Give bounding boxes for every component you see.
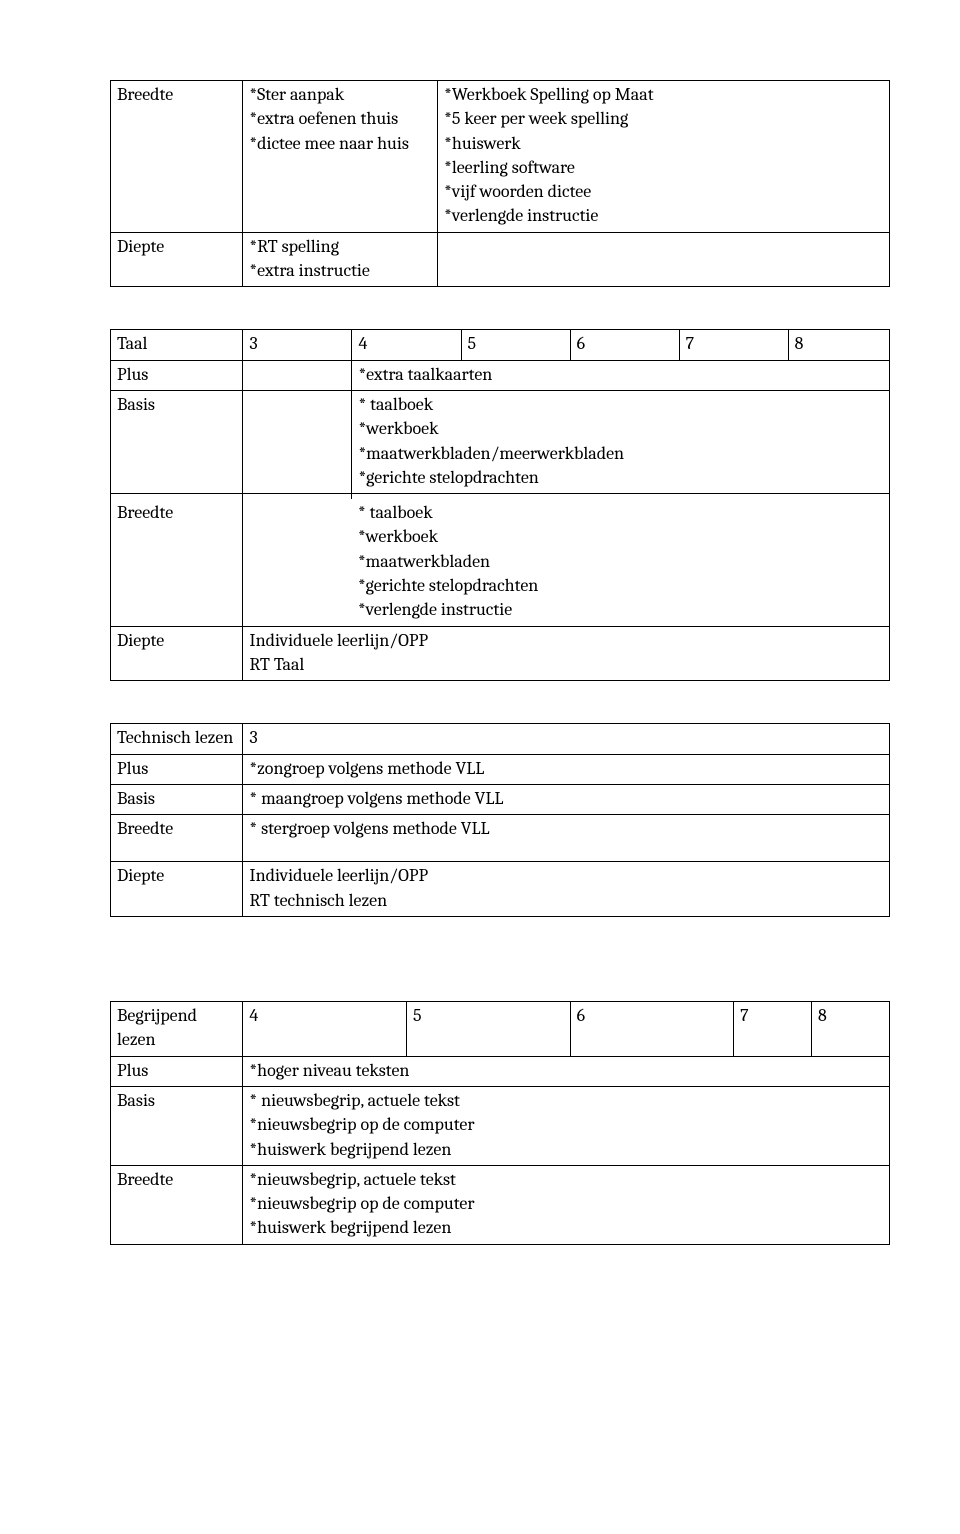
cell-header: 7 [679,330,788,360]
cell-content: Individuele leerlijn/OPPRT technisch lez… [243,862,890,917]
spacer [110,959,890,1001]
table-row: Basis * taalboek*werkboek*maatwerkbladen… [111,390,890,493]
cell-content: Individuele leerlijn/OPPRT Taal [243,626,890,681]
table-technisch-lezen: Technisch lezen 3 Plus *zongroep volgens… [110,723,890,917]
cell-label: Plus [111,1056,243,1086]
cell-content: *Werkboek Spelling op Maat*5 keer per we… [438,81,890,233]
cell-label: Diepte [111,232,243,287]
table-row: Basis * nieuwsbegrip, actuele tekst*nieu… [111,1086,890,1165]
cell-header: 6 [570,1002,734,1057]
cell-label: Breedte [111,81,243,233]
cell-label: Taal [111,330,243,360]
cell-content: 3 [243,724,890,754]
cell-header: 8 [812,1002,890,1057]
cell-content: * taalboek*werkboek*maatwerkbladen*geric… [352,499,890,626]
cell-content: * stergroep volgens methode VLL [243,815,890,862]
table-spelling: Breedte *Ster aanpak*extra oefenen thuis… [110,80,890,287]
cell-label: Breedte [111,499,243,626]
cell-label: Begrijpend lezen [111,1002,243,1057]
cell-label: Diepte [111,862,243,917]
table-row: Plus *hoger niveau teksten [111,1056,890,1086]
cell-content: *nieuwsbegrip, actuele tekst*nieuwsbegri… [243,1165,890,1244]
cell-label: Basis [111,390,243,493]
cell-label: Basis [111,1086,243,1165]
cell-label: Basis [111,784,243,814]
cell-label: Breedte [111,1165,243,1244]
table-row: Diepte Individuele leerlijn/OPPRT Taal [111,626,890,681]
cell-empty [243,360,352,390]
cell-label: Plus [111,754,243,784]
cell-label: Technisch lezen [111,724,243,754]
cell-header: 6 [570,330,679,360]
cell-header: 7 [734,1002,812,1057]
table-row: Begrijpend lezen 4 5 6 7 8 [111,1002,890,1057]
table-row: Breedte * taalboek*werkboek*maatwerkblad… [111,499,890,626]
cell-header: 8 [788,330,889,360]
cell-empty [438,232,890,287]
cell-empty [243,390,352,493]
table-row: Taal 3 4 5 6 7 8 [111,330,890,360]
cell-label: Diepte [111,626,243,681]
table-row: Diepte *RT spelling*extra instructie [111,232,890,287]
cell-header: 4 [243,1002,407,1057]
table-row: Diepte Individuele leerlijn/OPPRT techni… [111,862,890,917]
cell-content: * nieuwsbegrip, actuele tekst*nieuwsbegr… [243,1086,890,1165]
table-row: Breedte * stergroep volgens methode VLL [111,815,890,862]
table-taal: Taal 3 4 5 6 7 8 Plus *extra taalkaarten… [110,329,890,681]
cell-content: *zongroep volgens methode VLL [243,754,890,784]
table-row: Breedte *nieuwsbegrip, actuele tekst*nie… [111,1165,890,1244]
cell-header: 5 [407,1002,571,1057]
table-begrijpend-lezen: Begrijpend lezen 4 5 6 7 8 Plus *hoger n… [110,1001,890,1245]
cell-content: *RT spelling*extra instructie [243,232,438,287]
cell-content: *Ster aanpak*extra oefenen thuis*dictee … [243,81,438,233]
cell-content: *extra taalkaarten [352,360,890,390]
cell-label: Plus [111,360,243,390]
table-row: Technisch lezen 3 [111,724,890,754]
cell-header: 5 [461,330,570,360]
cell-label: Breedte [111,815,243,862]
cell-empty [243,499,352,626]
table-row: Breedte *Ster aanpak*extra oefenen thuis… [111,81,890,233]
table-row: Plus *zongroep volgens methode VLL [111,754,890,784]
cell-content: * maangroep volgens methode VLL [243,784,890,814]
cell-header: 4 [352,330,461,360]
cell-content: * taalboek*werkboek*maatwerkbladen/meerw… [352,390,890,493]
table-row: Basis * maangroep volgens methode VLL [111,784,890,814]
table-row: Plus *extra taalkaarten [111,360,890,390]
cell-header: 3 [243,330,352,360]
cell-content: *hoger niveau teksten [243,1056,890,1086]
